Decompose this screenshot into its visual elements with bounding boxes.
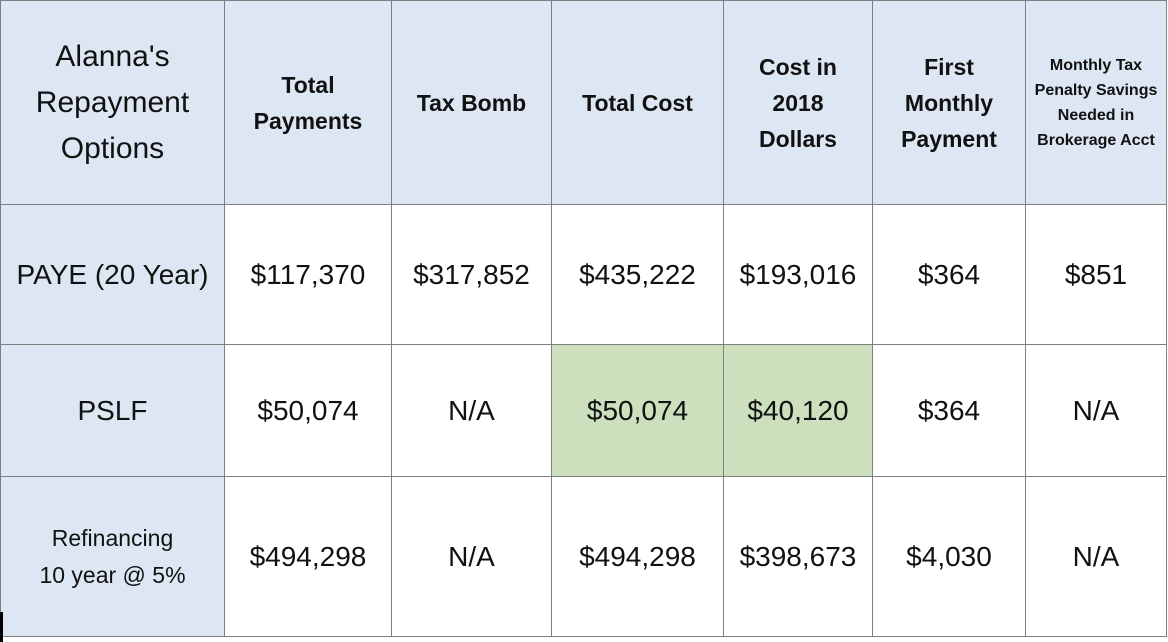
cell-monthly-tax-penalty-savings: N/A bbox=[1025, 476, 1167, 637]
cell-first-monthly-payment: $364 bbox=[872, 344, 1026, 477]
row-label-pslf: PSLF bbox=[0, 344, 225, 477]
cell-tax-bomb: N/A bbox=[391, 476, 552, 637]
table-row-refinancing: Refinancing 10 year @ 5% $494,298 N/A $4… bbox=[0, 476, 1167, 637]
row-label-refinancing: Refinancing 10 year @ 5% bbox=[0, 476, 225, 637]
cell-cost-2018-dollars: $398,673 bbox=[723, 476, 873, 637]
cell-total-cost-highlighted: $50,074 bbox=[551, 344, 724, 477]
row-label-paye: PAYE (20 Year) bbox=[0, 204, 225, 345]
cell-tax-bomb: $317,852 bbox=[391, 204, 552, 345]
column-header-monthly-tax-penalty-savings: Monthly Tax Penalty Savings Needed in Br… bbox=[1025, 0, 1167, 205]
column-header-tax-bomb: Tax Bomb bbox=[391, 0, 552, 205]
table-title-cell: Alanna's Repayment Options bbox=[0, 0, 225, 205]
cell-tax-bomb: N/A bbox=[391, 344, 552, 477]
column-header-cost-2018-dollars: Cost in 2018 Dollars bbox=[723, 0, 873, 205]
column-header-first-monthly-payment: First Monthly Payment bbox=[872, 0, 1026, 205]
cell-total-cost: $494,298 bbox=[551, 476, 724, 637]
table-title: Alanna's Repayment Options bbox=[35, 39, 190, 165]
cell-total-cost: $435,222 bbox=[551, 204, 724, 345]
cell-total-payments: $494,298 bbox=[224, 476, 392, 637]
cell-first-monthly-payment: $364 bbox=[872, 204, 1026, 345]
left-edge-divider bbox=[0, 612, 3, 642]
header-row: Alanna's Repayment Options Total Payment… bbox=[0, 0, 1167, 205]
column-header-total-cost: Total Cost bbox=[551, 0, 724, 205]
cell-total-payments: $50,074 bbox=[224, 344, 392, 477]
column-header-total-payments: Total Payments bbox=[224, 0, 392, 205]
cell-first-monthly-payment: $4,030 bbox=[872, 476, 1026, 637]
cell-monthly-tax-penalty-savings: $851 bbox=[1025, 204, 1167, 345]
cell-total-payments: $117,370 bbox=[224, 204, 392, 345]
cell-cost-2018-dollars-highlighted: $40,120 bbox=[723, 344, 873, 477]
table-row-paye: PAYE (20 Year) $117,370 $317,852 $435,22… bbox=[0, 204, 1167, 345]
cell-cost-2018-dollars: $193,016 bbox=[723, 204, 873, 345]
cell-monthly-tax-penalty-savings: N/A bbox=[1025, 344, 1167, 477]
table-row-pslf: PSLF $50,074 N/A $50,074 $40,120 $364 N/… bbox=[0, 344, 1167, 477]
